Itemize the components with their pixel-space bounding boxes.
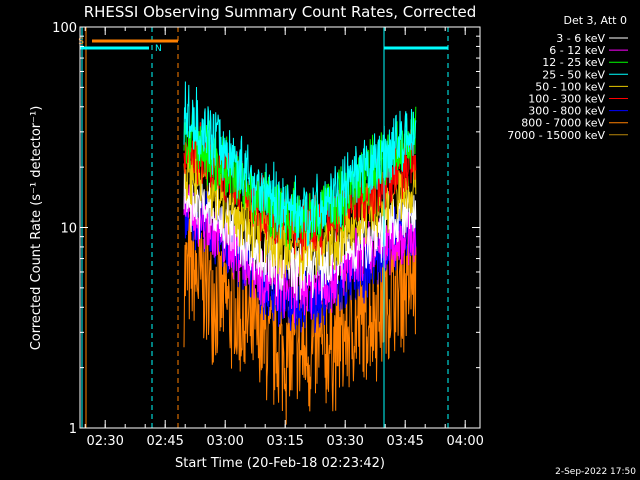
legend-entry-label: 12 - 25 keV bbox=[542, 56, 605, 69]
x-tick-label: 04:00 bbox=[446, 434, 483, 449]
y-axis: 1 10 100 bbox=[52, 21, 480, 437]
x-axis-label: Start Time (20-Feb-18 02:23:42) bbox=[175, 456, 385, 471]
legend-entry-label: 25 - 50 keV bbox=[542, 68, 605, 81]
y-tick-label: 100 bbox=[52, 21, 77, 36]
x-tick-label: 03:45 bbox=[386, 434, 423, 449]
series-line-3 bbox=[183, 81, 417, 247]
legend-entry-label: 300 - 800 keV bbox=[528, 105, 605, 118]
x-axis: 02:30 02:45 03:00 03:15 03:30 03:45 04:00 bbox=[84, 27, 484, 449]
legend-entry-label: 800 - 7000 keV bbox=[521, 117, 605, 130]
flag-label-s: S bbox=[78, 37, 84, 47]
legend-title: Det 3, Att 0 bbox=[564, 14, 628, 27]
legend-entry-label: 100 - 300 keV bbox=[528, 93, 605, 106]
legend-entry-label: 3 - 6 keV bbox=[556, 32, 605, 45]
series-line-7 bbox=[183, 213, 417, 425]
y-axis-label: Corrected Count Rate (s⁻¹ detector⁻¹) bbox=[29, 106, 44, 351]
x-tick-label: 02:45 bbox=[146, 434, 183, 449]
y-tick-label: 1 bbox=[69, 422, 77, 437]
legend-entry-label: 6 - 12 keV bbox=[549, 44, 605, 57]
x-tick-label: 03:00 bbox=[206, 434, 243, 449]
legend-entry-label: 7000 - 15000 keV bbox=[507, 129, 605, 142]
legend-entry-label: 50 - 100 keV bbox=[535, 80, 605, 93]
x-tick-label: 03:15 bbox=[266, 434, 303, 449]
y-tick-label: 10 bbox=[60, 222, 77, 237]
series-line-4 bbox=[183, 141, 417, 281]
flag-label-n: N bbox=[155, 44, 162, 54]
x-tick-label: 03:30 bbox=[326, 434, 363, 449]
x-tick-label: 02:30 bbox=[86, 434, 123, 449]
chart-title: RHESSI Observing Summary Count Rates, Co… bbox=[84, 3, 477, 21]
date-stamp: 2-Sep-2022 17:50 bbox=[555, 467, 636, 477]
